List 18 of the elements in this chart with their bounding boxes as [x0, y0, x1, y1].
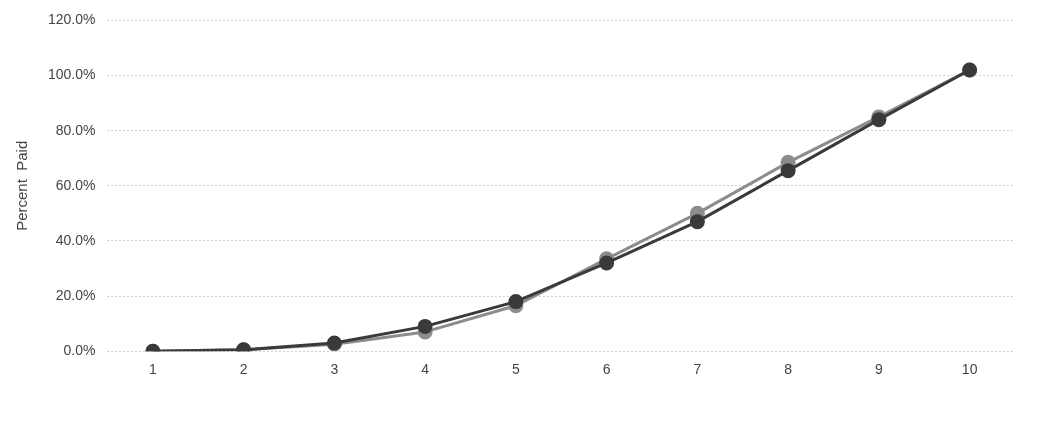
x-tick-label: 7	[693, 361, 702, 378]
y-tick-label: 120.0%	[48, 11, 96, 28]
x-tick-label: 5	[511, 361, 520, 378]
y-tick-label: 20.0%	[55, 286, 96, 303]
x-tick-label: 4	[421, 361, 430, 378]
y-axis-title: Percent Paid	[13, 140, 31, 231]
x-tick-label: 8	[784, 361, 793, 378]
x-tick-label: 3	[330, 361, 339, 378]
y-tick-label: 80.0%	[55, 121, 96, 138]
x-tick-label: 1	[148, 361, 157, 378]
y-tick-label: 0.0%	[63, 342, 96, 359]
x-tick-label: 6	[602, 361, 611, 378]
y-tick-label: 100.0%	[48, 66, 96, 83]
y-tick-label: 60.0%	[55, 176, 96, 193]
x-tick-label: 2	[239, 361, 248, 378]
x-tick-label: 10	[961, 361, 978, 378]
y-tick-label: 40.0%	[55, 231, 96, 248]
x-tick-label: 9	[874, 361, 883, 378]
